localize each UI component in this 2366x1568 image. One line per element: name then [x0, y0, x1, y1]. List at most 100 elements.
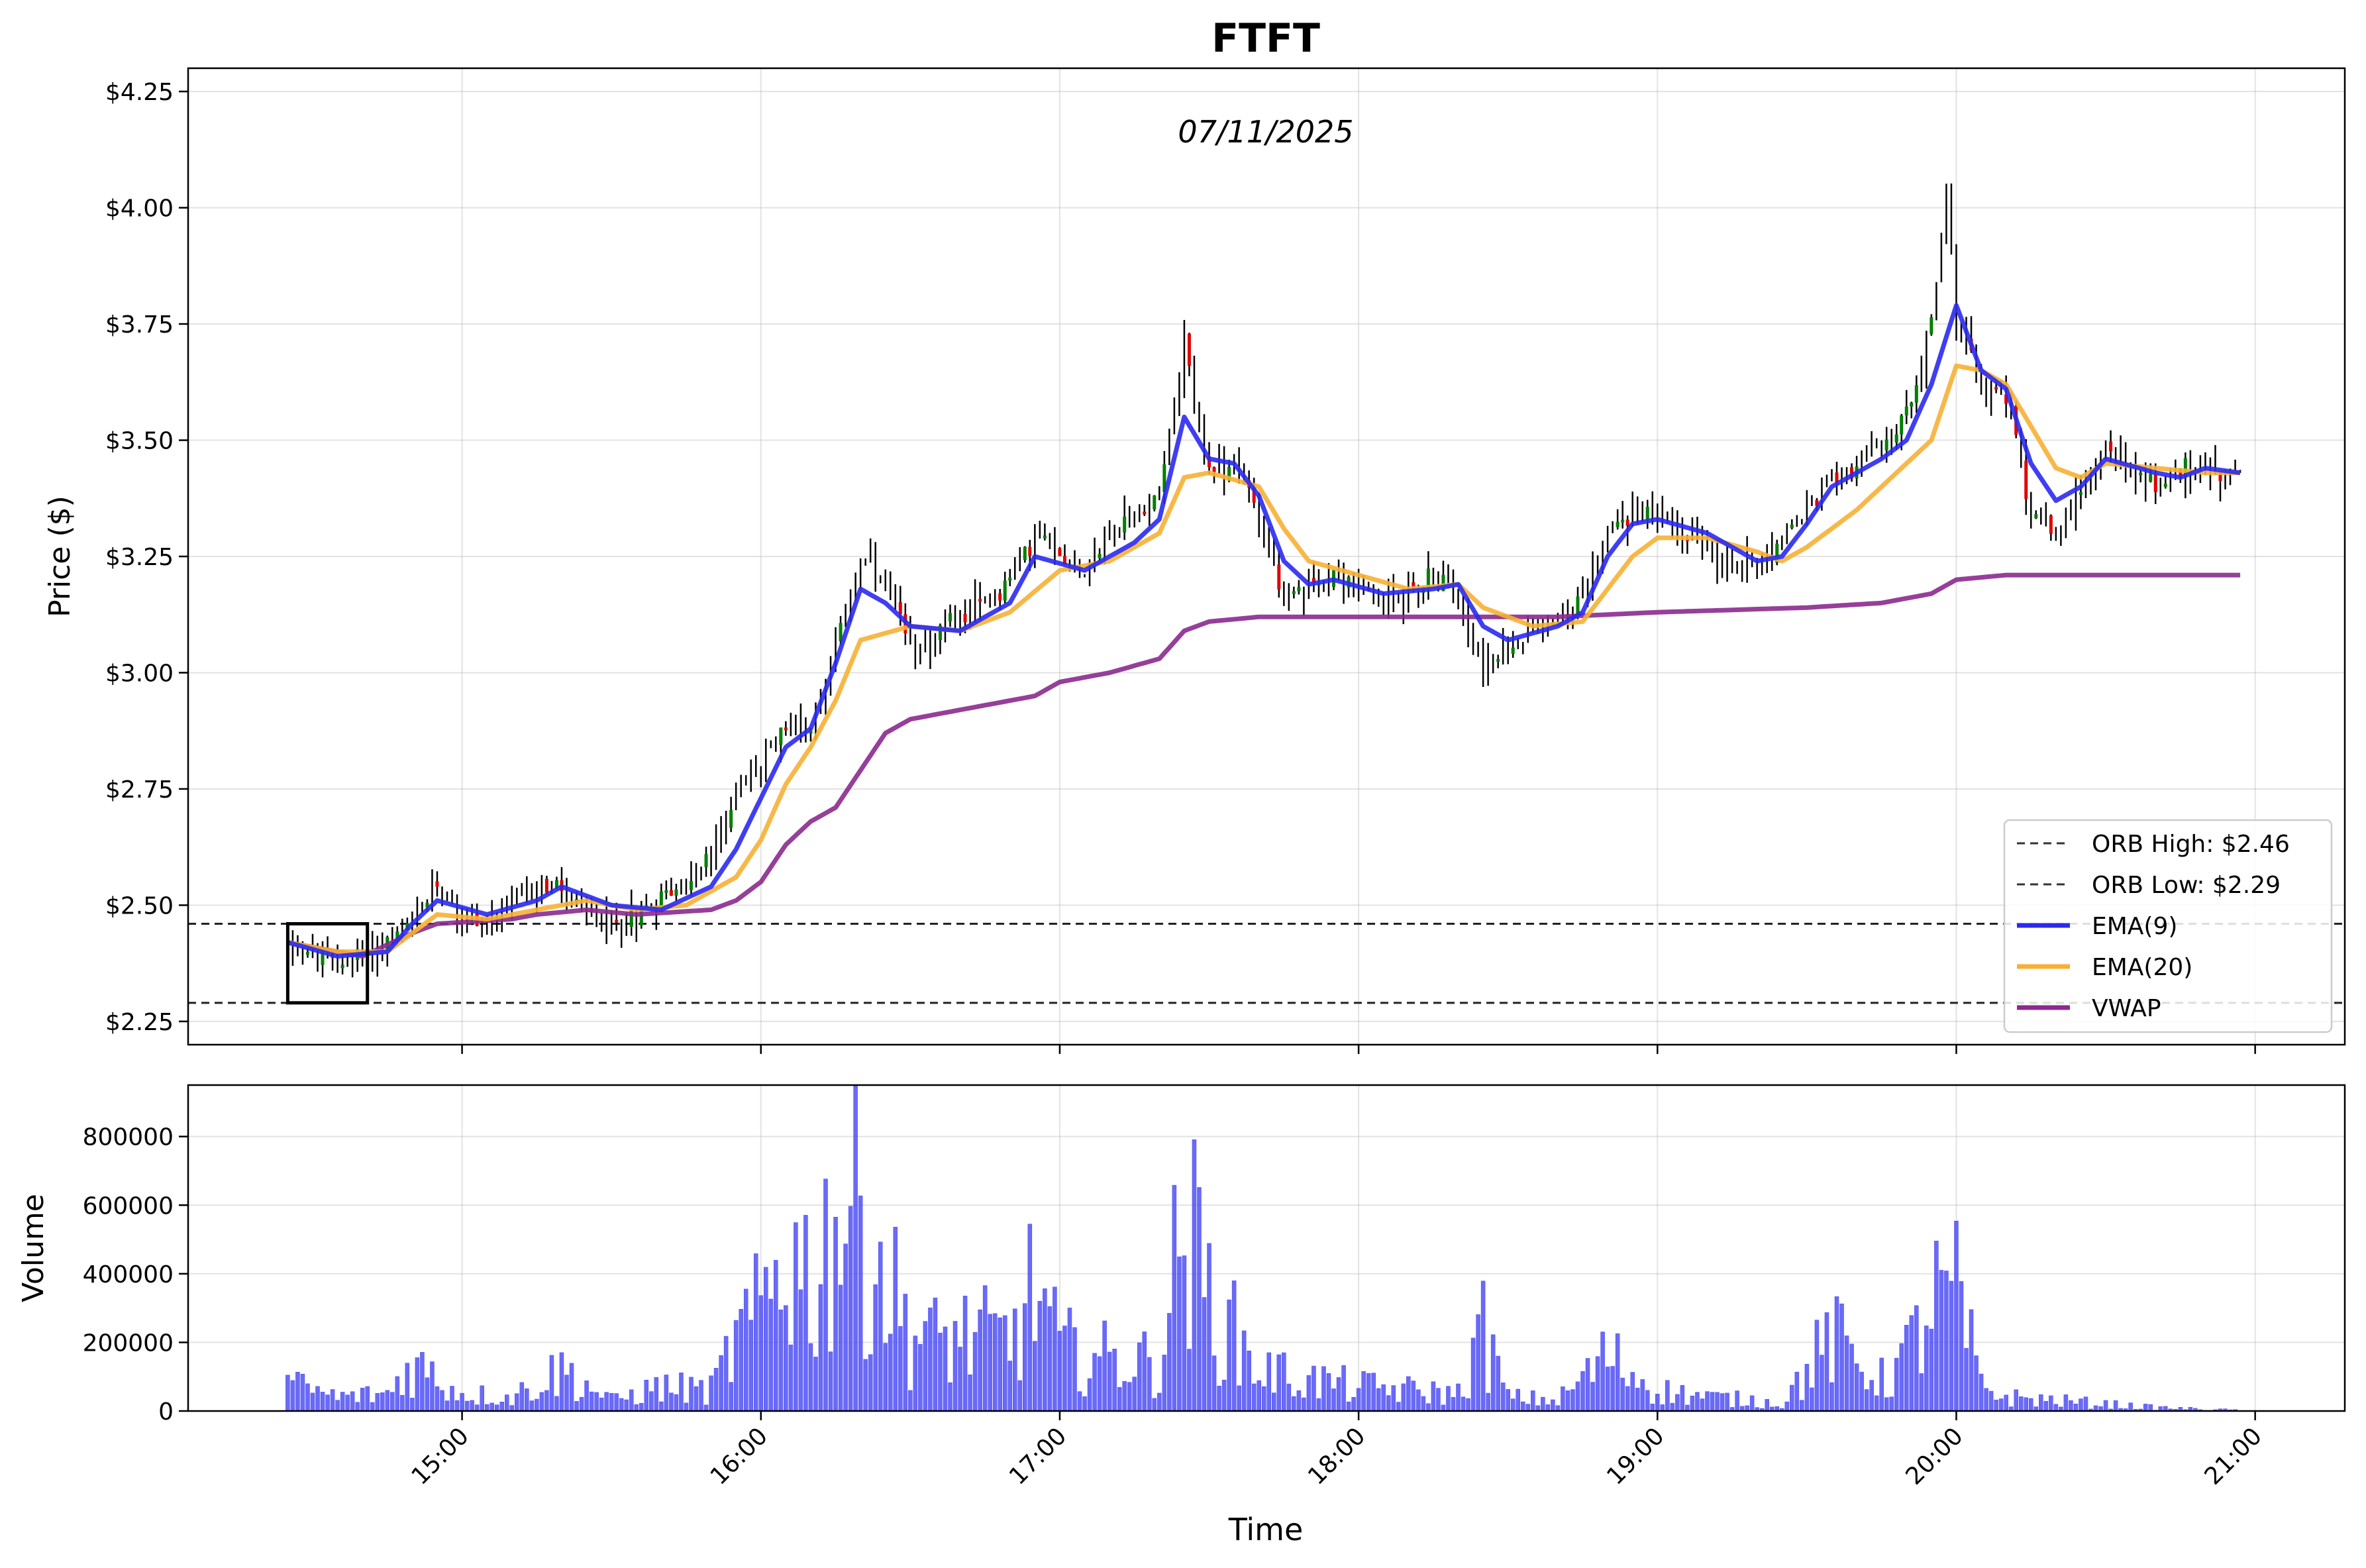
volume-bar: [1211, 1355, 1217, 1412]
volume-bar: [2128, 1402, 2133, 1412]
candle-body: [1616, 521, 1620, 527]
candle-body: [978, 599, 982, 602]
volume-bar: [2029, 1398, 2033, 1412]
volume-bar: [1272, 1392, 1276, 1412]
volume-bar: [1580, 1371, 1585, 1412]
volume-bar: [1959, 1281, 1964, 1412]
orb-lines: [188, 923, 2345, 1004]
volume-bar: [1416, 1389, 1421, 1412]
volume-bar: [1062, 1326, 1067, 1412]
volume-bar: [1521, 1401, 1525, 1412]
volume-bar: [1470, 1337, 1476, 1412]
volume-bar: [2083, 1396, 2088, 1412]
candle-body: [1412, 582, 1415, 590]
volume-bar: [2039, 1394, 2043, 1412]
volume-bar: [1829, 1382, 1834, 1412]
volume-bar: [1261, 1386, 1266, 1412]
volume-bar: [1321, 1366, 1326, 1412]
candle-body: [1187, 333, 1191, 366]
volume-bar: [470, 1400, 474, 1412]
volume-bar: [1302, 1397, 1306, 1412]
volume-bar: [355, 1402, 360, 1412]
volume-bar: [858, 1195, 863, 1412]
volume-bar: [599, 1397, 604, 1412]
volume-bar: [1974, 1355, 1979, 1412]
volume-bar: [1043, 1288, 1047, 1412]
candle-body: [2183, 458, 2187, 478]
volume-bar: [1217, 1386, 1221, 1412]
volume-bar: [474, 1404, 480, 1412]
candle-body: [1123, 516, 1127, 533]
volume-bar: [893, 1227, 898, 1412]
volume-bar: [529, 1400, 535, 1412]
volume-bar: [1446, 1386, 1451, 1412]
volume-bar: [1102, 1320, 1107, 1412]
volume-bar: [1316, 1398, 1321, 1412]
volume-bar: [1510, 1398, 1516, 1412]
volume-bar: [1700, 1398, 1705, 1412]
volume-bar: [1296, 1390, 1302, 1412]
volume-bar: [2024, 1397, 2028, 1412]
volume-bar: [1585, 1358, 1590, 1412]
candle-body: [963, 613, 967, 623]
volume-bar: [1346, 1401, 1351, 1412]
volume-bar: [1027, 1224, 1033, 1412]
volume-bar: [1800, 1400, 1804, 1412]
volume-bar: [395, 1376, 400, 1412]
candle-body: [809, 730, 813, 734]
orb-box: [285, 922, 370, 1005]
candle-body: [305, 952, 309, 955]
volume-bar: [1839, 1303, 1844, 1412]
volume-bar: [898, 1326, 903, 1412]
volume-bar: [803, 1215, 808, 1412]
volume-bar: [1197, 1187, 1202, 1412]
volume-bar: [1909, 1315, 1914, 1412]
volume-bar: [918, 1343, 923, 1412]
volume-bar: [1551, 1399, 1555, 1412]
volume-bar: [1565, 1390, 1570, 1412]
candle-body: [659, 891, 663, 911]
volume-bar: [1112, 1349, 1117, 1412]
volume-bar: [285, 1375, 290, 1412]
candle-body: [949, 613, 952, 622]
candle-body: [1212, 467, 1216, 472]
volume-bar: [1615, 1333, 1620, 1412]
volume-bar: [1725, 1392, 1729, 1412]
volume-bar: [1605, 1367, 1610, 1412]
volume-bar: [1221, 1379, 1227, 1412]
price-y-tick-label: $2.25: [105, 1009, 174, 1036]
candle-body: [729, 810, 733, 828]
volume-bar: [818, 1284, 823, 1412]
volume-bar: [440, 1390, 444, 1412]
volume-bar: [1834, 1296, 1839, 1412]
price-y-tick-label: $3.50: [105, 428, 174, 455]
volume-bar: [1142, 1332, 1147, 1412]
candle-body: [1900, 415, 1904, 435]
volume-bar: [1854, 1363, 1859, 1412]
volume-bar: [1944, 1271, 1949, 1412]
volume-bar: [823, 1178, 828, 1412]
candle-body: [1621, 519, 1625, 523]
volume-bar: [1276, 1354, 1282, 1412]
candle-body: [898, 602, 902, 615]
volume-bar: [1630, 1372, 1635, 1412]
volume-bar: [525, 1388, 529, 1412]
volume-bar: [430, 1361, 435, 1412]
volume-bar: [1072, 1327, 1077, 1412]
volume-bar: [1849, 1343, 1854, 1412]
volume-bar: [1496, 1355, 1500, 1412]
volume-y-ticks: 0 200000 400000 600000 800000: [83, 1124, 188, 1426]
candle-body: [2218, 473, 2222, 482]
volume-bar: [1899, 1343, 1904, 1412]
candle-body: [1815, 499, 1819, 506]
volume-bar: [938, 1332, 943, 1412]
volume-bar: [619, 1398, 624, 1412]
volume-bar: [1665, 1380, 1670, 1412]
candle-body: [2139, 472, 2143, 476]
candle-body: [1790, 524, 1794, 529]
candle-body: [1153, 495, 1157, 509]
volume-bar: [454, 1400, 460, 1412]
candle-body: [321, 949, 325, 965]
volume-bar: [375, 1393, 380, 1412]
candle-body: [2179, 469, 2183, 478]
